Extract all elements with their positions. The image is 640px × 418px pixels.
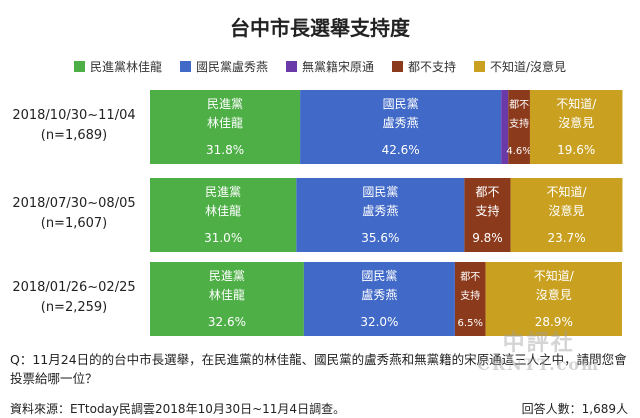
bar-segment-label: 沒意見 — [549, 203, 585, 218]
legend-item: 都不支持 — [391, 58, 456, 75]
legend-item: 無黨籍宋原通 — [285, 58, 374, 75]
bar-value-label: 42.6% — [382, 143, 420, 157]
data-source: 資料來源：ETtoday民調雲2018年10月30日~11月4日調查。 — [10, 402, 346, 416]
bar-segment — [529, 90, 623, 164]
stacked-bar-chart: 2018/10/30~11/04(n=1,689)民進黨林佳龍31.8%國民黨盧… — [12, 90, 623, 336]
bar-segment-label: 林佳龍 — [209, 287, 245, 302]
bar-segment-label: 都不 — [509, 99, 529, 111]
bar-segment — [150, 90, 301, 164]
legend-label: 無黨籍宋原通 — [301, 60, 374, 74]
legend-swatch — [179, 61, 191, 72]
bar-segment-label: 不知道/ — [534, 269, 575, 283]
legend-item: 不知道/沒意見 — [474, 58, 566, 75]
bar-value-label: 31.0% — [204, 231, 242, 245]
bar-value-label: 32.6% — [208, 315, 246, 329]
bar-segment-label: 民進黨 — [209, 269, 245, 283]
bar-segment-label: 沒意見 — [558, 115, 594, 130]
bar-segment-label: 國民黨 — [383, 97, 419, 111]
bar-segment — [303, 262, 455, 336]
bar-segment — [510, 178, 623, 252]
legend-swatch — [285, 61, 297, 72]
bar-value-label: 4.6% — [506, 146, 531, 157]
bar-segment-label: 民進黨 — [205, 185, 241, 199]
legend-label: 不知道/沒意見 — [490, 60, 567, 74]
bar-segment — [150, 178, 297, 252]
bar-segment — [296, 178, 465, 252]
bar-segment-label: 盧秀燕 — [383, 116, 419, 130]
category-label: 2018/01/26~02/25 — [12, 280, 135, 295]
bar-segment — [300, 90, 502, 164]
legend-label: 都不支持 — [407, 60, 456, 74]
bar-value-label: 32.0% — [360, 315, 398, 329]
legend-item: 國民黨盧秀燕 — [179, 58, 268, 75]
bar-value-label: 31.8% — [206, 143, 244, 157]
bar-segment-label: 國民黨 — [361, 269, 397, 283]
bar-segment-label: 盧秀燕 — [362, 204, 398, 218]
legend-label: 民進黨林佳龍 — [89, 60, 162, 74]
bar-value-label: 23.7% — [547, 231, 585, 245]
category-sample-size: (n=2,259) — [41, 300, 108, 315]
bar-segment-label: 民進黨 — [207, 97, 243, 111]
bar-segment-label: 支持 — [475, 203, 499, 218]
legend: 民進黨林佳龍 國民黨盧秀燕 無黨籍宋原通 都不支持 不知道/沒意見 — [0, 58, 640, 75]
bar-value-label: 35.6% — [361, 231, 399, 245]
bar-segment — [454, 262, 486, 336]
bar-segment-label: 林佳龍 — [205, 203, 241, 218]
bar-value-label: 19.6% — [557, 143, 595, 157]
legend-swatch — [73, 61, 85, 72]
category-sample-size: (n=1,607) — [41, 216, 108, 231]
bar-segment — [501, 90, 509, 164]
bar-value-label: 9.8% — [472, 231, 503, 245]
legend-item: 民進黨林佳龍 — [73, 58, 162, 75]
category-label: 2018/07/30~08/05 — [12, 196, 135, 211]
bar-segment-label: 林佳龍 — [207, 115, 243, 130]
legend-swatch — [391, 61, 403, 72]
bar-segment — [464, 178, 511, 252]
bar-segment-label: 國民黨 — [362, 185, 398, 199]
category-label: 2018/10/30~11/04 — [12, 108, 135, 123]
legend-label: 國民黨盧秀燕 — [195, 60, 268, 74]
chart-title: 台中市長選舉支持度 — [230, 16, 410, 40]
bar-segment-label: 支持 — [460, 289, 480, 302]
bar-segment-label: 盧秀燕 — [361, 288, 397, 302]
bar-segment-label: 都不 — [460, 271, 480, 283]
bar-segment — [508, 90, 530, 164]
bar-segment-label: 不知道/ — [547, 185, 588, 199]
respondent-count: 回答人數：1,689人 — [521, 402, 628, 416]
category-sample-size: (n=1,689) — [41, 128, 108, 143]
legend-swatch — [474, 61, 485, 72]
bar-segment-label: 都不 — [475, 185, 499, 199]
bar-segment-label: 沒意見 — [536, 287, 572, 302]
bar-segment — [485, 262, 622, 336]
bar-segment-label: 支持 — [509, 117, 529, 130]
bar-value-label: 28.9% — [535, 315, 573, 329]
bar-segment-label: 不知道/ — [556, 97, 597, 111]
survey-question: Q：11月24日的的台中市長選舉，在民進黨的林佳龍、國民黨的盧秀燕和無黨籍的宋原… — [10, 352, 627, 386]
bar-segment — [150, 262, 304, 336]
bar-value-label: 6.5% — [458, 318, 483, 329]
